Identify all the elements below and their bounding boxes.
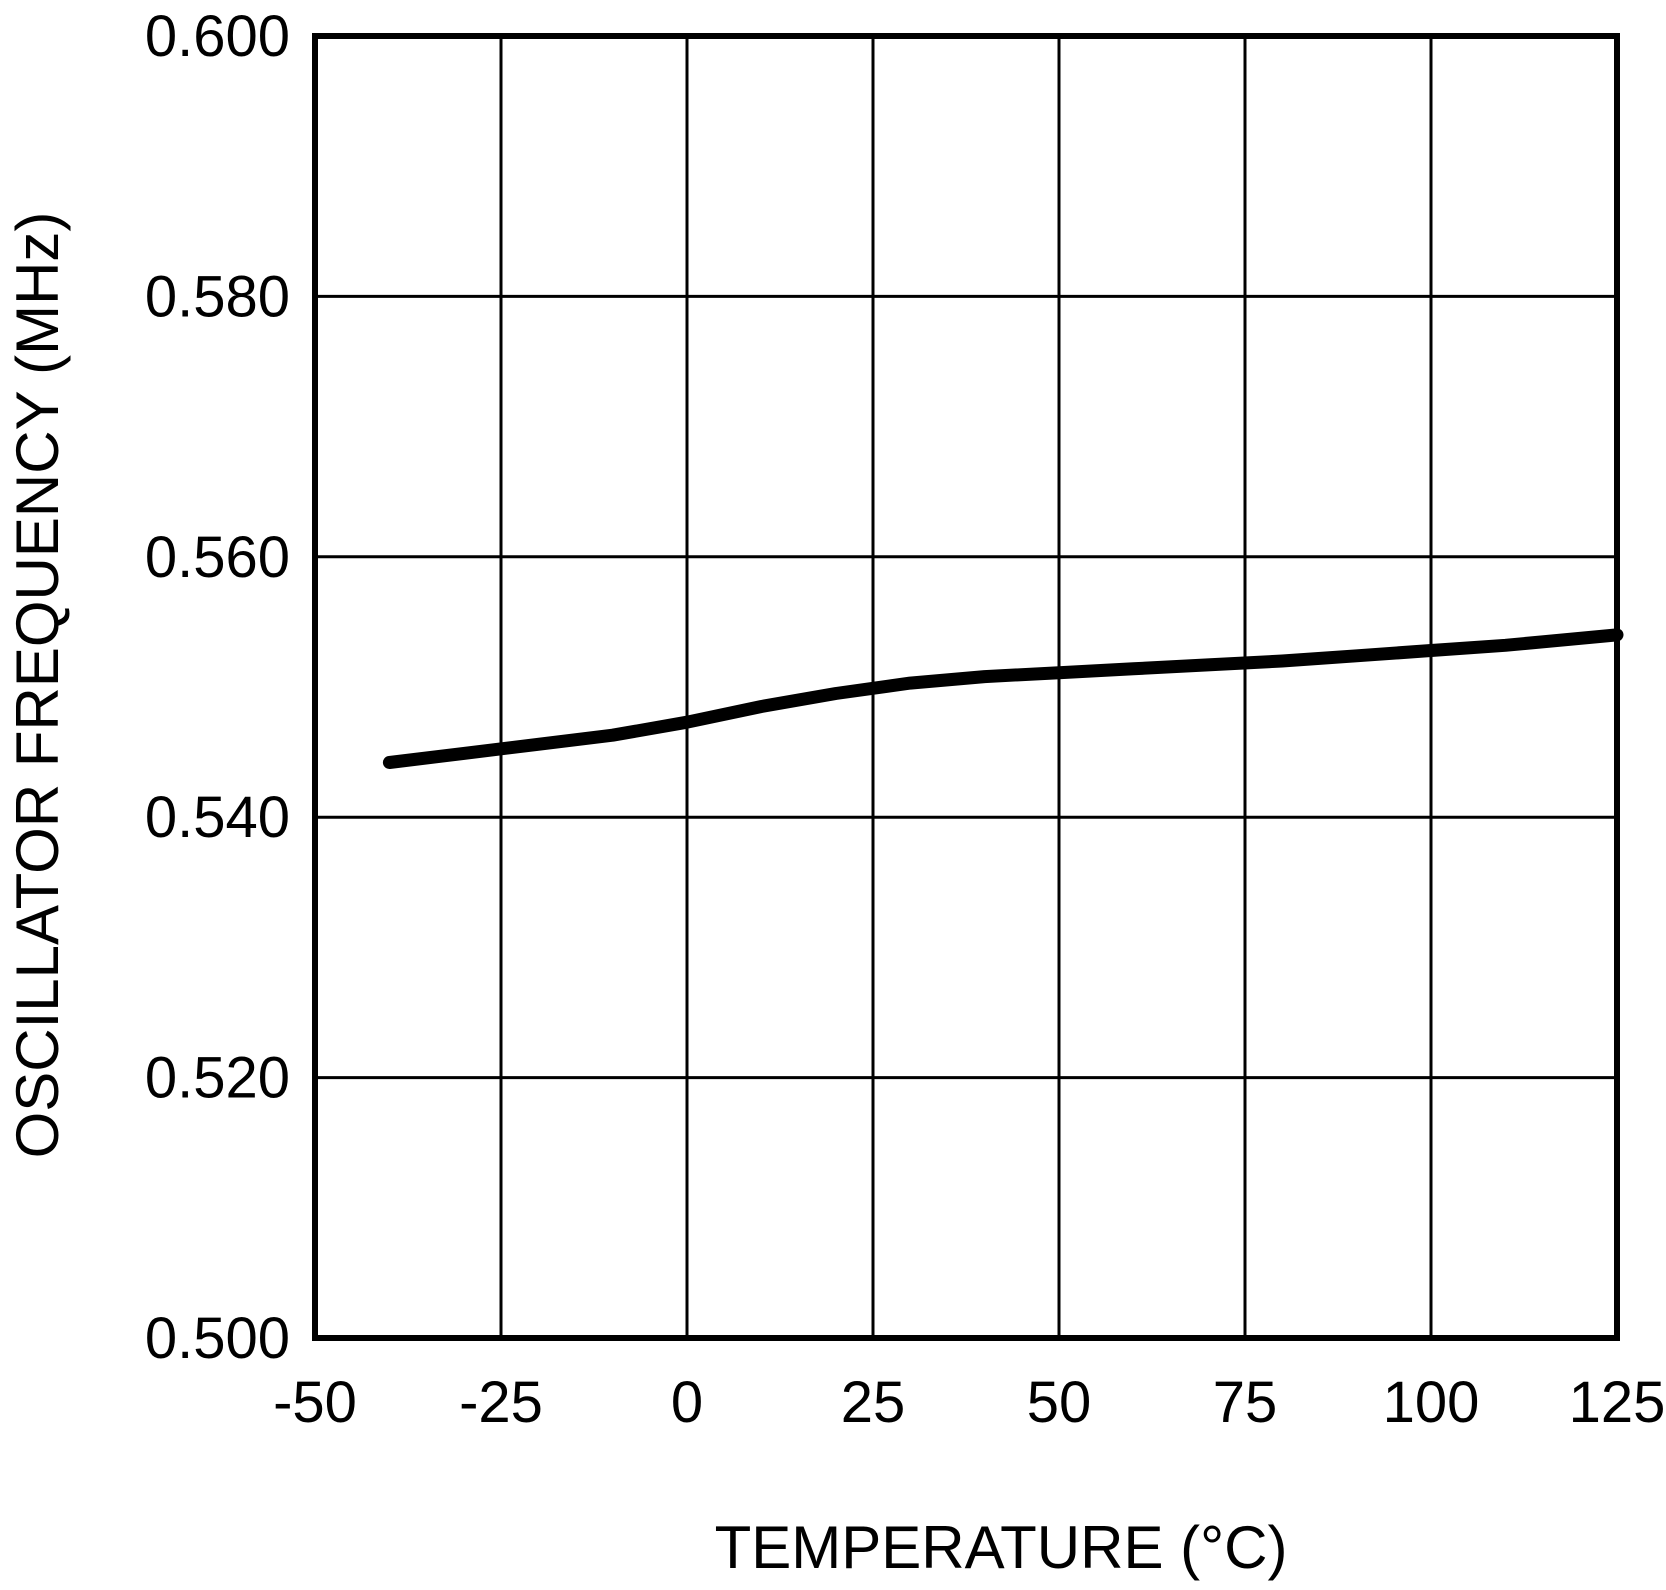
y-axis-title: OSCILLATOR FREQUENCY (MHz) — [4, 212, 71, 1159]
y-tick-label: 0.540 — [145, 785, 290, 850]
y-tick-label: 0.580 — [145, 264, 290, 329]
x-tick-label: -25 — [459, 1370, 543, 1435]
x-tick-label: -50 — [273, 1370, 357, 1435]
x-tick-label: 125 — [1569, 1370, 1666, 1435]
x-tick-label: 75 — [1213, 1370, 1278, 1435]
y-tick-label: 0.600 — [145, 4, 290, 69]
y-tick-label: 0.500 — [145, 1306, 290, 1371]
grid — [315, 36, 1617, 1338]
y-tick-label: 0.560 — [145, 525, 290, 590]
plot-frame — [312, 33, 1620, 1341]
x-tick-labels: -50 -25 0 25 50 75 100 125 — [273, 1370, 1665, 1435]
y-tick-labels: 0.500 0.520 0.540 0.560 0.580 0.600 — [145, 4, 290, 1371]
x-axis-title: TEMPERATURE (°C) — [715, 1514, 1288, 1581]
x-tick-label: 0 — [671, 1370, 703, 1435]
y-tick-label: 0.520 — [145, 1046, 290, 1111]
x-tick-label: 50 — [1027, 1370, 1092, 1435]
x-tick-label: 100 — [1383, 1370, 1480, 1435]
series-line — [382, 628, 1624, 769]
x-tick-label: 25 — [841, 1370, 906, 1435]
